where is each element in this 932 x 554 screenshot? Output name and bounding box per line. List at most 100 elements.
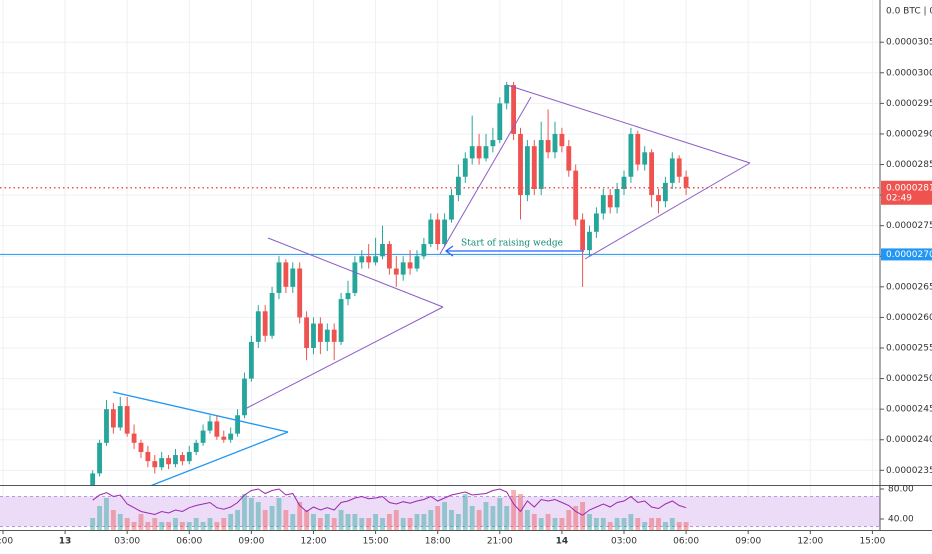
candle-body: [117, 406, 123, 428]
trend-line: [439, 96, 532, 255]
rsi-tick-label: 40.00: [888, 514, 914, 524]
x-tick-label: 06:00: [673, 537, 699, 547]
volume-bar: [407, 518, 413, 530]
volume-bar: [614, 518, 620, 530]
candle-body: [338, 299, 344, 342]
volume-bar: [580, 502, 586, 530]
candle-body: [304, 317, 309, 349]
volume-bar: [511, 490, 517, 530]
candle-body: [483, 146, 489, 159]
volume-bar: [262, 510, 268, 530]
volume-bar: [649, 518, 655, 530]
candle-body: [145, 451, 151, 462]
candle-body: [407, 262, 413, 269]
volume-bar: [311, 514, 316, 530]
volume-bar: [145, 522, 151, 530]
rsi-line: [92, 488, 687, 516]
candle-body: [159, 458, 165, 468]
candle-body: [635, 133, 641, 165]
volume-bar: [635, 518, 641, 530]
trend-line: [506, 84, 751, 164]
x-tick-label: 03:00: [611, 537, 637, 547]
candle-body: [642, 152, 648, 165]
price-label: 0.00002812: [886, 183, 932, 193]
candle-body: [614, 188, 620, 208]
candle-body: [504, 85, 510, 104]
volume-bar: [110, 510, 116, 530]
volume-bar: [414, 514, 420, 530]
volume-bar: [421, 514, 427, 530]
volume-bar: [276, 498, 282, 530]
candle-body: [428, 219, 434, 245]
volume-bar: [524, 510, 530, 530]
candle-body: [317, 323, 323, 342]
candle-body: [97, 442, 102, 474]
candle-body: [138, 442, 144, 452]
volume-bar: [124, 518, 130, 530]
volume-bar: [490, 506, 496, 530]
candle-body: [435, 219, 441, 245]
candle-body: [352, 262, 358, 293]
volume-bar: [607, 522, 613, 530]
candle-body: [269, 292, 275, 336]
volume-bar: [393, 510, 399, 530]
volume-bar: [656, 518, 661, 530]
volume-bar: [600, 518, 606, 530]
volume-bar: [566, 510, 572, 530]
x-tick-label: 21:00: [487, 537, 513, 547]
candle-body: [676, 158, 682, 177]
volume-bar: [304, 510, 309, 530]
candle-body: [290, 268, 296, 287]
candle-body: [593, 213, 599, 232]
candle-body: [345, 292, 351, 300]
candle-body: [166, 458, 171, 465]
volume-bar: [373, 514, 379, 530]
volume-bar: [352, 514, 358, 530]
volume-bar: [366, 518, 372, 530]
volume-bar: [324, 514, 330, 530]
volume-bar: [380, 518, 385, 530]
candle-body: [359, 256, 365, 263]
candle-body: [311, 323, 316, 349]
volume-bar: [359, 518, 365, 530]
candle-body: [283, 262, 289, 287]
candle-body: [214, 421, 220, 437]
candle-body: [662, 182, 668, 202]
volume-bar: [117, 514, 123, 530]
candle-body: [580, 219, 586, 251]
rsi-band: [0, 496, 880, 527]
volume-bar: [497, 498, 503, 530]
volume-bar: [593, 518, 599, 530]
x-tick-label: 15:00: [363, 537, 389, 547]
candle-body: [621, 176, 627, 189]
volume-bar: [345, 514, 351, 530]
candle-body: [462, 158, 468, 177]
candle-body: [442, 219, 448, 245]
volume-bar: [476, 510, 482, 530]
candle-body: [110, 409, 116, 428]
candle-body: [324, 329, 330, 342]
trend-line: [244, 306, 444, 410]
volume-bar: [669, 518, 675, 530]
candle-body: [455, 176, 461, 196]
price-pane: [0, 81, 880, 485]
candle-body: [573, 170, 579, 220]
candle-body: [524, 146, 530, 196]
volume-bar: [435, 506, 441, 530]
volume-bar: [642, 522, 648, 530]
candle-body: [331, 329, 337, 342]
candle-body: [669, 158, 675, 183]
candle-body: [587, 231, 592, 251]
candle-body: [607, 195, 613, 208]
candle-body: [297, 268, 303, 318]
